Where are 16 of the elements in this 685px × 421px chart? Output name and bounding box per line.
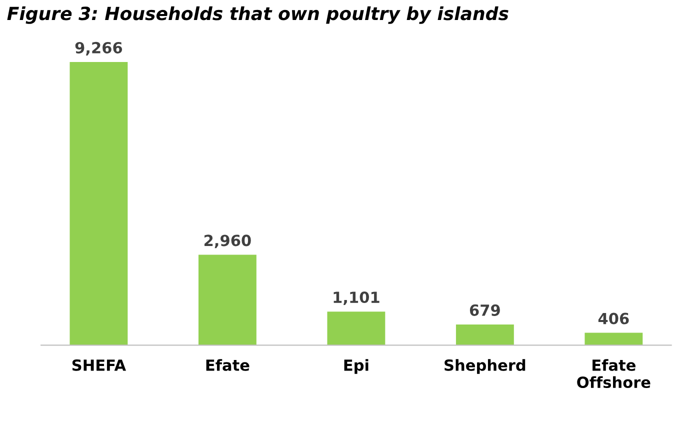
x-tick-label: Shepherd [444, 359, 526, 374]
bar [584, 332, 643, 346]
x-tick-label: Efate Offshore [577, 359, 650, 388]
x-tick-label: Epi [344, 359, 368, 374]
data-label: 1,101 [334, 291, 380, 306]
x-tick-label: SHEFA [72, 359, 126, 371]
data-label: 679 [470, 304, 500, 316]
data-label: 9,266 [75, 42, 122, 56]
bar [198, 254, 256, 346]
x-tick-label: Efate [206, 359, 250, 371]
chart-title: Figure 3: Households that own poultry by islands [7, 6, 508, 24]
bar [327, 312, 386, 346]
bar [70, 62, 128, 346]
bar [456, 324, 514, 346]
data-label: 2,960 [204, 234, 251, 248]
data-label: 406 [598, 312, 629, 324]
